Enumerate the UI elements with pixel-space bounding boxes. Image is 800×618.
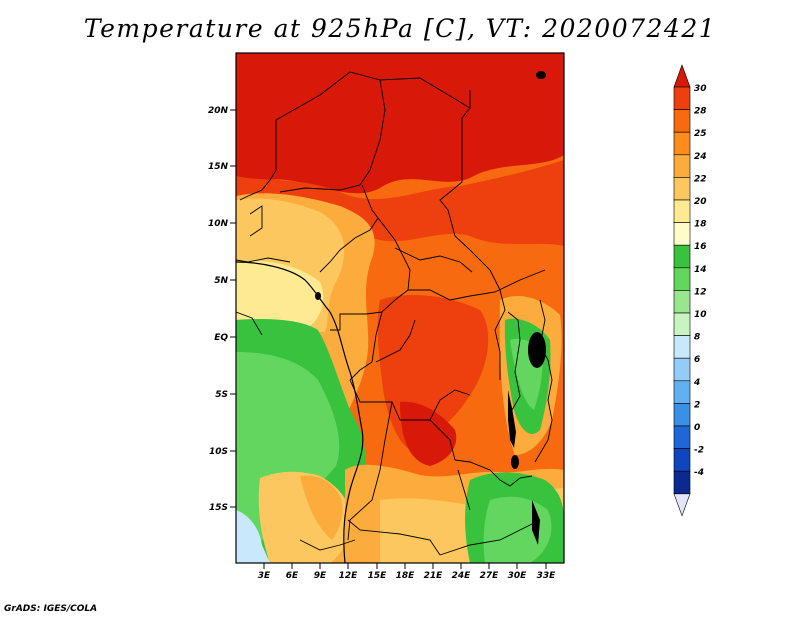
lon-label: 18E (396, 571, 416, 581)
colorbar-arrow-top (673, 64, 691, 88)
colorbar-segment (673, 177, 691, 201)
colorbar-label: 18 (694, 220, 707, 230)
lat-label: EQ (214, 333, 228, 343)
colorbar-segment (673, 154, 691, 178)
colorbar-segment (673, 109, 691, 133)
colorbar-label: 6 (694, 355, 700, 365)
colorbar-label: 25 (694, 129, 707, 139)
colorbar-label: 28 (694, 107, 707, 117)
lat-label: 20N (208, 106, 229, 116)
colorbar-label: 4 (693, 378, 700, 388)
colorbar-segment (673, 290, 691, 314)
lat-label: 15S (209, 503, 228, 513)
colorbar-label: 2 (694, 400, 700, 410)
lon-label: 27E (480, 571, 500, 581)
colorbar-segment (673, 267, 691, 291)
colorbar-segment (673, 403, 691, 427)
colorbar-segment (673, 131, 691, 156)
colorbar-label: 0 (694, 423, 700, 433)
lon-label: 33E (537, 571, 557, 581)
lon-label: 21E (424, 571, 444, 581)
lat-label: 10N (208, 219, 229, 229)
lat-label: 5S (215, 390, 228, 400)
colorbar-label: 10 (694, 310, 707, 320)
colorbar-segment (673, 199, 691, 223)
colorbar-label: 30 (694, 84, 707, 94)
colorbar-label: -2 (694, 446, 704, 456)
lon-label: 9E (314, 571, 327, 581)
colorbar-segment (673, 425, 691, 449)
colorbar-segment (673, 380, 691, 404)
colorbar-segment (673, 357, 691, 382)
colorbar-label: 16 (694, 242, 707, 252)
colorbar-segment (673, 470, 691, 495)
credit-label: GrADS: IGES/COLA (4, 604, 98, 614)
colorbar-label: 14 (694, 265, 707, 275)
colorbar-segment (673, 312, 691, 336)
colorbar-label: 12 (694, 287, 707, 297)
chart-title: Temperature at 925hPa [C], VT: 202007242… (83, 14, 717, 43)
lon-label: 3E (258, 571, 271, 581)
lon-label: 12E (339, 571, 359, 581)
latitude-axis: 20N 15N 10N 5N EQ 5S 10S 15S (208, 106, 236, 513)
colorbar-segment (673, 335, 691, 359)
colorbar-label: 8 (694, 333, 700, 343)
lon-label: 24E (452, 571, 472, 581)
map-frame (235, 52, 565, 564)
lat-label: 5N (214, 276, 228, 286)
colorbar-label: 20 (694, 197, 707, 207)
longitude-axis: 3E 6E 9E 12E 15E 18E 21E 24E 27E 30E 33E (258, 563, 556, 581)
lat-label: 15N (208, 162, 229, 172)
lon-label: 6E (286, 571, 299, 581)
colorbar-label: 24 (694, 152, 707, 162)
colorbar-arrow-bottom (673, 493, 691, 517)
lakes (315, 71, 546, 545)
colorbar-label: -4 (694, 468, 704, 478)
colorbar-label: 22 (694, 174, 707, 184)
colorbar-segment (673, 448, 691, 472)
lat-label: 10S (209, 447, 228, 457)
colorbar-segment (673, 86, 691, 110)
country-borders (236, 71, 553, 556)
lon-label: 15E (368, 571, 388, 581)
lon-label: 30E (508, 571, 528, 581)
temperature-field (236, 53, 564, 563)
colorbar-segment (673, 222, 691, 246)
colorbar-segment (673, 244, 691, 269)
